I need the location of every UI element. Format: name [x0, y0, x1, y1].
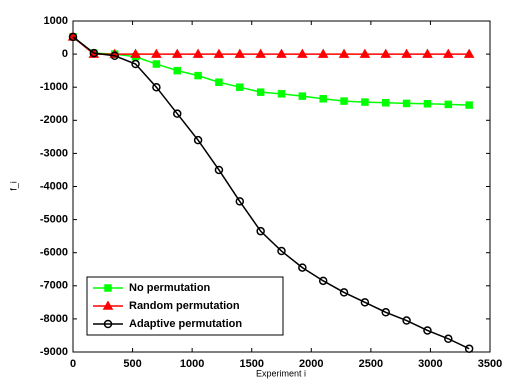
marker	[464, 344, 474, 353]
marker	[444, 100, 453, 109]
marker	[68, 32, 78, 42]
x-tick-label: 1000	[180, 358, 204, 370]
marker	[360, 298, 370, 307]
marker	[151, 48, 162, 58]
x-tick-label: 3000	[418, 358, 442, 370]
marker	[171, 48, 183, 58]
marker	[194, 71, 202, 80]
marker	[214, 165, 224, 175]
marker	[338, 48, 350, 58]
marker	[382, 99, 390, 107]
marker	[319, 95, 327, 103]
marker	[463, 48, 475, 58]
marker	[89, 48, 99, 58]
y-tick-label: -1000	[40, 81, 68, 93]
marker	[173, 66, 181, 75]
marker	[215, 78, 223, 86]
y-tick-label: -3000	[40, 147, 68, 159]
marker	[359, 48, 371, 58]
y-axis-label: f_i	[8, 181, 18, 191]
x-tick-label: 0	[70, 358, 76, 370]
marker	[173, 109, 182, 118]
marker	[444, 334, 453, 344]
marker	[402, 316, 411, 325]
x-axis-label: Experiment i	[256, 368, 306, 378]
y-tick-label: -7000	[40, 280, 68, 292]
marker	[256, 88, 265, 96]
marker	[402, 99, 411, 108]
marker	[380, 48, 392, 58]
y-tick-label: -9000	[40, 346, 68, 358]
marker	[110, 51, 119, 61]
legend-label: No permutation	[129, 282, 211, 294]
marker	[277, 246, 286, 256]
marker	[103, 319, 113, 329]
marker	[102, 300, 114, 310]
y-tick-label: -2000	[40, 114, 68, 126]
marker	[256, 226, 265, 236]
y-tick-label: 1000	[44, 15, 68, 27]
x-tick-label: 2500	[359, 358, 383, 370]
marker	[130, 48, 141, 58]
marker	[298, 92, 307, 100]
marker	[276, 48, 287, 58]
marker	[213, 48, 225, 58]
y-tick-label: -5000	[40, 214, 68, 226]
marker	[339, 288, 349, 297]
marker	[235, 197, 245, 206]
marker	[152, 60, 161, 68]
marker	[297, 48, 308, 58]
legend-label: Random permutation	[129, 300, 240, 312]
y-tick-label: 0	[62, 48, 68, 60]
marker	[192, 48, 204, 58]
marker	[340, 97, 348, 105]
marker	[236, 83, 244, 91]
marker	[465, 101, 473, 109]
marker	[443, 48, 454, 58]
marker	[152, 82, 161, 92]
marker	[381, 308, 390, 317]
marker	[317, 48, 329, 58]
marker	[234, 48, 246, 58]
legend-label: Adaptive permutation	[129, 318, 242, 330]
series-line	[72, 36, 470, 106]
marker	[298, 263, 307, 272]
marker	[361, 98, 369, 106]
x-tick-label: 3500	[478, 358, 502, 370]
marker	[401, 48, 412, 58]
marker	[131, 59, 140, 69]
marker	[423, 100, 432, 108]
series-line	[72, 36, 470, 55]
x-tick-label: 500	[123, 358, 141, 370]
marker	[193, 135, 203, 145]
x-tick-label: 1500	[239, 358, 263, 370]
y-tick-label: -4000	[40, 180, 68, 192]
marker	[318, 276, 328, 286]
y-tick-label: -6000	[40, 247, 68, 259]
y-tick-label: -8000	[40, 313, 68, 325]
marker	[423, 326, 432, 335]
marker	[255, 48, 266, 58]
x-tick-label: 2000	[299, 358, 323, 370]
marker	[422, 48, 433, 58]
marker	[277, 90, 286, 98]
marker	[104, 284, 112, 292]
